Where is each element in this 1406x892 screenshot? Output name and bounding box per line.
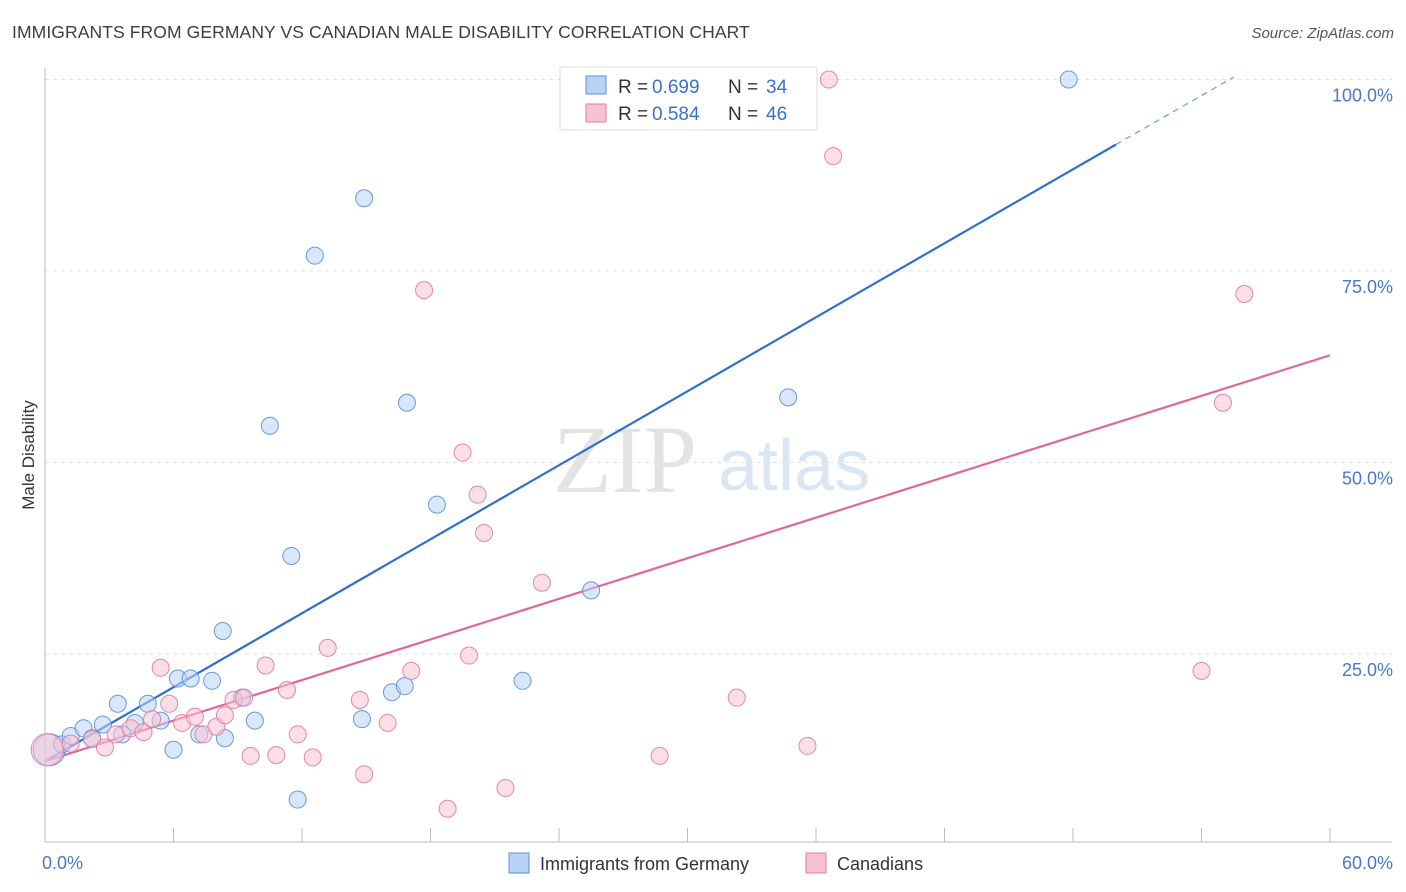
point-canadians-17 xyxy=(241,746,260,765)
point-canadians-27 xyxy=(402,661,421,680)
point-canadians-11 xyxy=(185,707,204,726)
legend-n-value-1: 34 xyxy=(766,77,788,98)
point-canadians-34 xyxy=(496,779,515,798)
point-germany-17 xyxy=(213,622,232,641)
chart-title: IMMIGRANTS FROM GERMANY VS CANADIAN MALE… xyxy=(12,22,750,42)
point-canadians-25 xyxy=(355,765,374,784)
point-canadians-30 xyxy=(453,443,472,462)
point-germany-33 xyxy=(1059,70,1078,89)
point-canadians-0 xyxy=(30,733,64,767)
point-canadians-18 xyxy=(256,656,275,675)
legend-n-label-1: N = xyxy=(728,77,763,98)
point-germany-29 xyxy=(427,495,446,514)
point-canadians-21 xyxy=(288,725,307,744)
x-tick-label-1: 60.0% xyxy=(1342,853,1393,873)
point-canadians-42 xyxy=(1213,393,1232,412)
y-tick-label-2: 75.0% xyxy=(1342,277,1393,297)
point-canadians-36 xyxy=(650,746,669,765)
point-germany-24 xyxy=(352,710,371,729)
point-germany-13 xyxy=(181,669,200,688)
bottom-legend-swatch-blue xyxy=(508,852,530,874)
point-germany-21 xyxy=(282,546,301,565)
bottom-legend-swatch-pink xyxy=(805,852,827,874)
point-canadians-2 xyxy=(83,730,102,749)
y-tick-label-3: 100.0% xyxy=(1332,86,1393,106)
point-canadians-1 xyxy=(61,734,80,753)
watermark: ZIP atlas xyxy=(553,406,870,513)
point-germany-22 xyxy=(288,790,307,809)
x-tick-labels: 0.0% 60.0% xyxy=(42,853,1393,873)
point-germany-19 xyxy=(245,711,264,730)
bottom-legend-label-2: Canadians xyxy=(837,854,923,874)
point-germany-32 xyxy=(779,388,798,407)
point-canadians-40 xyxy=(824,147,843,166)
legend-r-value-1: 0.699 xyxy=(652,77,700,98)
gridlines xyxy=(45,79,1392,655)
point-germany-27 xyxy=(395,677,414,696)
legend-n-label-2: N = xyxy=(728,104,763,125)
point-canadians-6 xyxy=(134,723,153,742)
point-canadians-7 xyxy=(143,710,162,729)
point-germany-30 xyxy=(513,671,532,690)
legend-r-value-2: 0.584 xyxy=(652,104,700,125)
y-tick-labels: 25.0% 50.0% 75.0% 100.0% xyxy=(1332,86,1393,681)
legend-swatch-blue xyxy=(585,75,607,95)
y-axis-label: Male Disability xyxy=(19,400,38,510)
point-germany-6 xyxy=(108,694,127,713)
point-canadians-38 xyxy=(798,736,817,755)
watermark-atlas: atlas xyxy=(718,426,870,506)
legend-r-label-2: R = xyxy=(618,104,653,125)
point-germany-15 xyxy=(203,671,222,690)
source-label: Source: ZipAtlas.com xyxy=(1251,25,1394,42)
point-canadians-43 xyxy=(1235,284,1254,303)
point-canadians-29 xyxy=(438,799,457,818)
point-canadians-23 xyxy=(318,638,337,657)
point-canadians-16 xyxy=(235,688,254,707)
point-canadians-19 xyxy=(267,746,286,765)
point-canadians-31 xyxy=(460,646,479,665)
point-canadians-37 xyxy=(727,688,746,707)
legend-swatch-pink xyxy=(585,103,607,123)
point-canadians-26 xyxy=(378,713,397,732)
point-canadians-9 xyxy=(160,694,179,713)
point-canadians-20 xyxy=(278,681,297,700)
point-canadians-32 xyxy=(468,485,487,504)
trend-lines xyxy=(44,76,1331,763)
trend-line-0 xyxy=(44,143,1117,763)
point-germany-25 xyxy=(355,189,374,208)
x-tick-label-0: 0.0% xyxy=(42,853,83,873)
legend-n-value-2: 46 xyxy=(766,104,787,125)
point-germany-23 xyxy=(305,246,324,265)
trend-line-1 xyxy=(44,354,1331,763)
point-canadians-3 xyxy=(95,738,114,757)
point-canadians-22 xyxy=(303,748,322,767)
legend-r-label-1: R = xyxy=(618,77,653,98)
point-canadians-33 xyxy=(475,523,494,542)
legend-bottom: Immigrants from Germany Canadians xyxy=(508,852,923,874)
point-germany-9 xyxy=(138,694,157,713)
point-germany-31 xyxy=(582,581,601,600)
point-canadians-41 xyxy=(1192,661,1211,680)
y-tick-label-1: 50.0% xyxy=(1342,469,1393,489)
point-germany-28 xyxy=(397,393,416,412)
point-germany-11 xyxy=(164,740,183,759)
point-canadians-39 xyxy=(819,70,838,89)
point-canadians-4 xyxy=(106,725,125,744)
point-canadians-35 xyxy=(532,573,551,592)
watermark-zip: ZIP xyxy=(553,406,697,513)
point-canadians-28 xyxy=(415,281,434,300)
legend-top: R = 0.699 N = 34 R = 0.584 N = 46 xyxy=(559,66,818,131)
point-canadians-8 xyxy=(151,658,170,677)
y-tick-label-0: 25.0% xyxy=(1342,660,1393,680)
data-points xyxy=(30,70,1254,818)
axes xyxy=(44,68,1392,843)
trend-line-extension-0 xyxy=(1115,76,1234,146)
point-canadians-24 xyxy=(350,690,369,709)
bottom-legend-label-1: Immigrants from Germany xyxy=(540,854,749,874)
point-canadians-14 xyxy=(215,706,234,725)
point-germany-5 xyxy=(93,715,112,734)
point-germany-20 xyxy=(260,416,279,435)
